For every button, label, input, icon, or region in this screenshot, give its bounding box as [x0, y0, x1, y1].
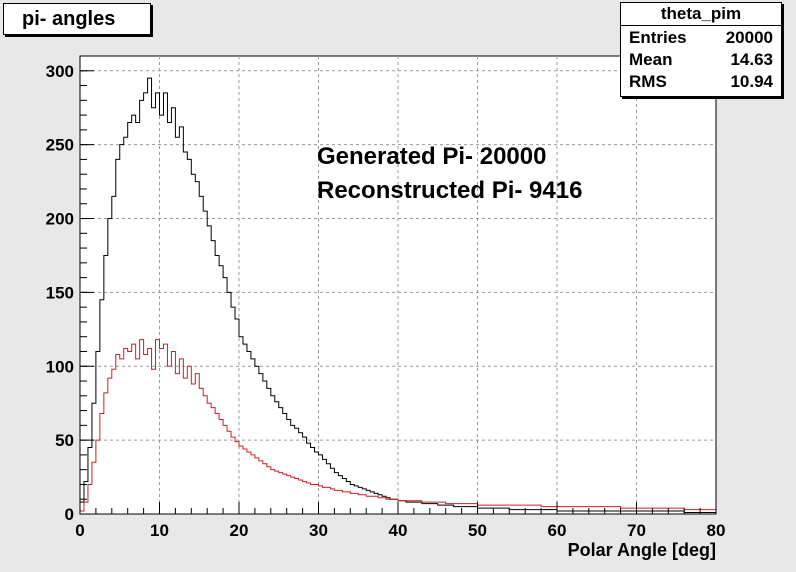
y-tick-label: 0 — [65, 505, 74, 524]
y-tick-label: 150 — [46, 283, 74, 302]
stats-label: Mean — [629, 50, 673, 69]
x-tick-label: 20 — [230, 521, 249, 540]
x-tick-label: 80 — [707, 521, 726, 540]
x-tick-label: 10 — [150, 521, 169, 540]
annotation-reconstructed: Reconstructed Pi- 9416 — [317, 177, 583, 204]
stats-box: theta_pim Entries 20000 Mean 14.63 RMS 1… — [620, 2, 782, 97]
x-tick-label: 40 — [389, 521, 408, 540]
series-line-1 — [79, 339, 716, 514]
x-tick-label: 30 — [309, 521, 328, 540]
y-tick-label: 100 — [46, 357, 74, 376]
x-axis-label: Polar Angle [deg] — [568, 540, 716, 560]
stats-label: Entries — [629, 28, 687, 47]
stats-value: 10.94 — [730, 72, 773, 91]
histogram-title: pi- angles — [3, 3, 151, 35]
x-tick-label: 0 — [75, 521, 84, 540]
stats-name: theta_pim — [621, 3, 781, 26]
stats-row-entries: Entries 20000 — [621, 26, 781, 48]
y-tick-label: 50 — [55, 431, 74, 450]
y-tick-label: 200 — [46, 210, 74, 229]
x-tick-label: 60 — [548, 521, 567, 540]
stats-value: 20000 — [725, 28, 773, 47]
stats-label: RMS — [629, 72, 667, 91]
stats-value: 14.63 — [730, 50, 773, 69]
stats-row-rms: RMS 10.94 — [621, 70, 781, 92]
series-line-0 — [79, 77, 716, 514]
y-tick-label: 250 — [46, 136, 74, 155]
axes: 0 10 20 30 40 50 60 70 80 0 50 100 150 200 250 300 — [46, 55, 726, 540]
y-tick-label: 300 — [46, 62, 74, 81]
grid — [80, 56, 716, 514]
series-group — [79, 77, 716, 514]
x-tick-label: 50 — [468, 521, 487, 540]
stats-row-mean: Mean 14.63 — [621, 48, 781, 70]
annotation-generated: Generated Pi- 20000 — [317, 143, 547, 170]
x-tick-label: 70 — [627, 521, 646, 540]
